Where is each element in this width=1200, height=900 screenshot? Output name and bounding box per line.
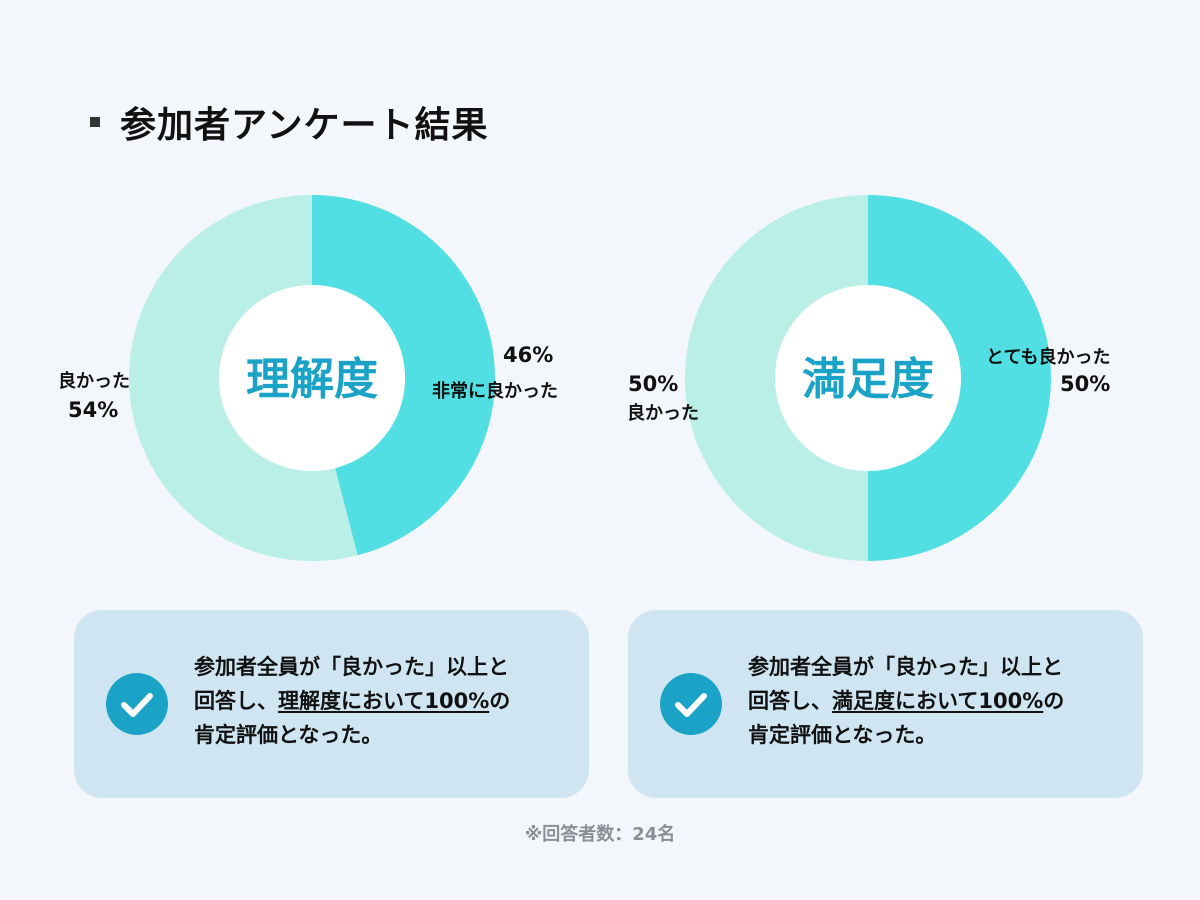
checkmark-icon — [106, 673, 168, 735]
donut-slice-1 — [129, 195, 358, 561]
page-title-text: 参加者アンケート結果 — [120, 105, 489, 146]
summary-highlight: 満足度において100% — [832, 689, 1044, 713]
summary-line-1: 参加者全員が「良かった」以上と — [194, 655, 509, 679]
summary-line-2-end: の — [1043, 689, 1065, 713]
title-bullet-icon — [90, 117, 100, 127]
summary-line-2: 回答し、 — [194, 689, 278, 713]
slice-category-label: 非常に良かった — [432, 381, 558, 402]
slice-value-label: 50% — [1060, 372, 1111, 396]
checkmark-icon — [660, 673, 722, 735]
summary-text: 参加者全員が「良かった」以上と 回答し、理解度において100%の 肯定評価となっ… — [194, 650, 574, 752]
slice-value-label: 46% — [503, 343, 554, 367]
summary-line-3: 肯定評価となった。 — [194, 723, 383, 747]
slice-category-label: とても良かった — [986, 347, 1111, 368]
summary-line-1: 参加者全員が「良かった」以上と — [748, 655, 1063, 679]
summary-card-satisfaction: 参加者全員が「良かった」以上と 回答し、満足度において100%の 肯定評価となっ… — [628, 610, 1143, 798]
slice-category-label: 良かった — [627, 403, 699, 424]
summary-highlight: 理解度において100% — [278, 689, 490, 713]
donut-center-label: 理解度 — [246, 354, 378, 405]
page-title: 参加者アンケート結果 — [90, 96, 489, 148]
donut-charts: 理解度 満足度 — [129, 195, 1051, 561]
donut-slice-1 — [685, 195, 868, 561]
donut-hole — [775, 285, 961, 471]
donut-center-label: 満足度 — [802, 354, 934, 405]
summary-line-3: 肯定評価となった。 — [748, 723, 937, 747]
summary-line-2-end: の — [489, 689, 511, 713]
summary-text: 参加者全員が「良かった」以上と 回答し、満足度において100%の 肯定評価となっ… — [748, 650, 1128, 752]
slice-value-label: 50% — [628, 372, 679, 396]
slice-category-label: 良かった — [58, 371, 130, 392]
donut-slice-0 — [868, 195, 1051, 561]
donut-hole — [219, 285, 405, 471]
donut-chart-satisfaction: 満足度 — [685, 195, 1051, 561]
summary-line-2: 回答し、 — [748, 689, 832, 713]
slice-value-label: 54% — [68, 398, 119, 422]
respondent-count-note: ※回答者数：24名 — [524, 824, 676, 845]
donut-chart-understanding: 理解度 — [129, 195, 496, 561]
donut-slice-0 — [312, 195, 496, 556]
summary-card-understanding: 参加者全員が「良かった」以上と 回答し、理解度において100%の 肯定評価となっ… — [74, 610, 589, 798]
